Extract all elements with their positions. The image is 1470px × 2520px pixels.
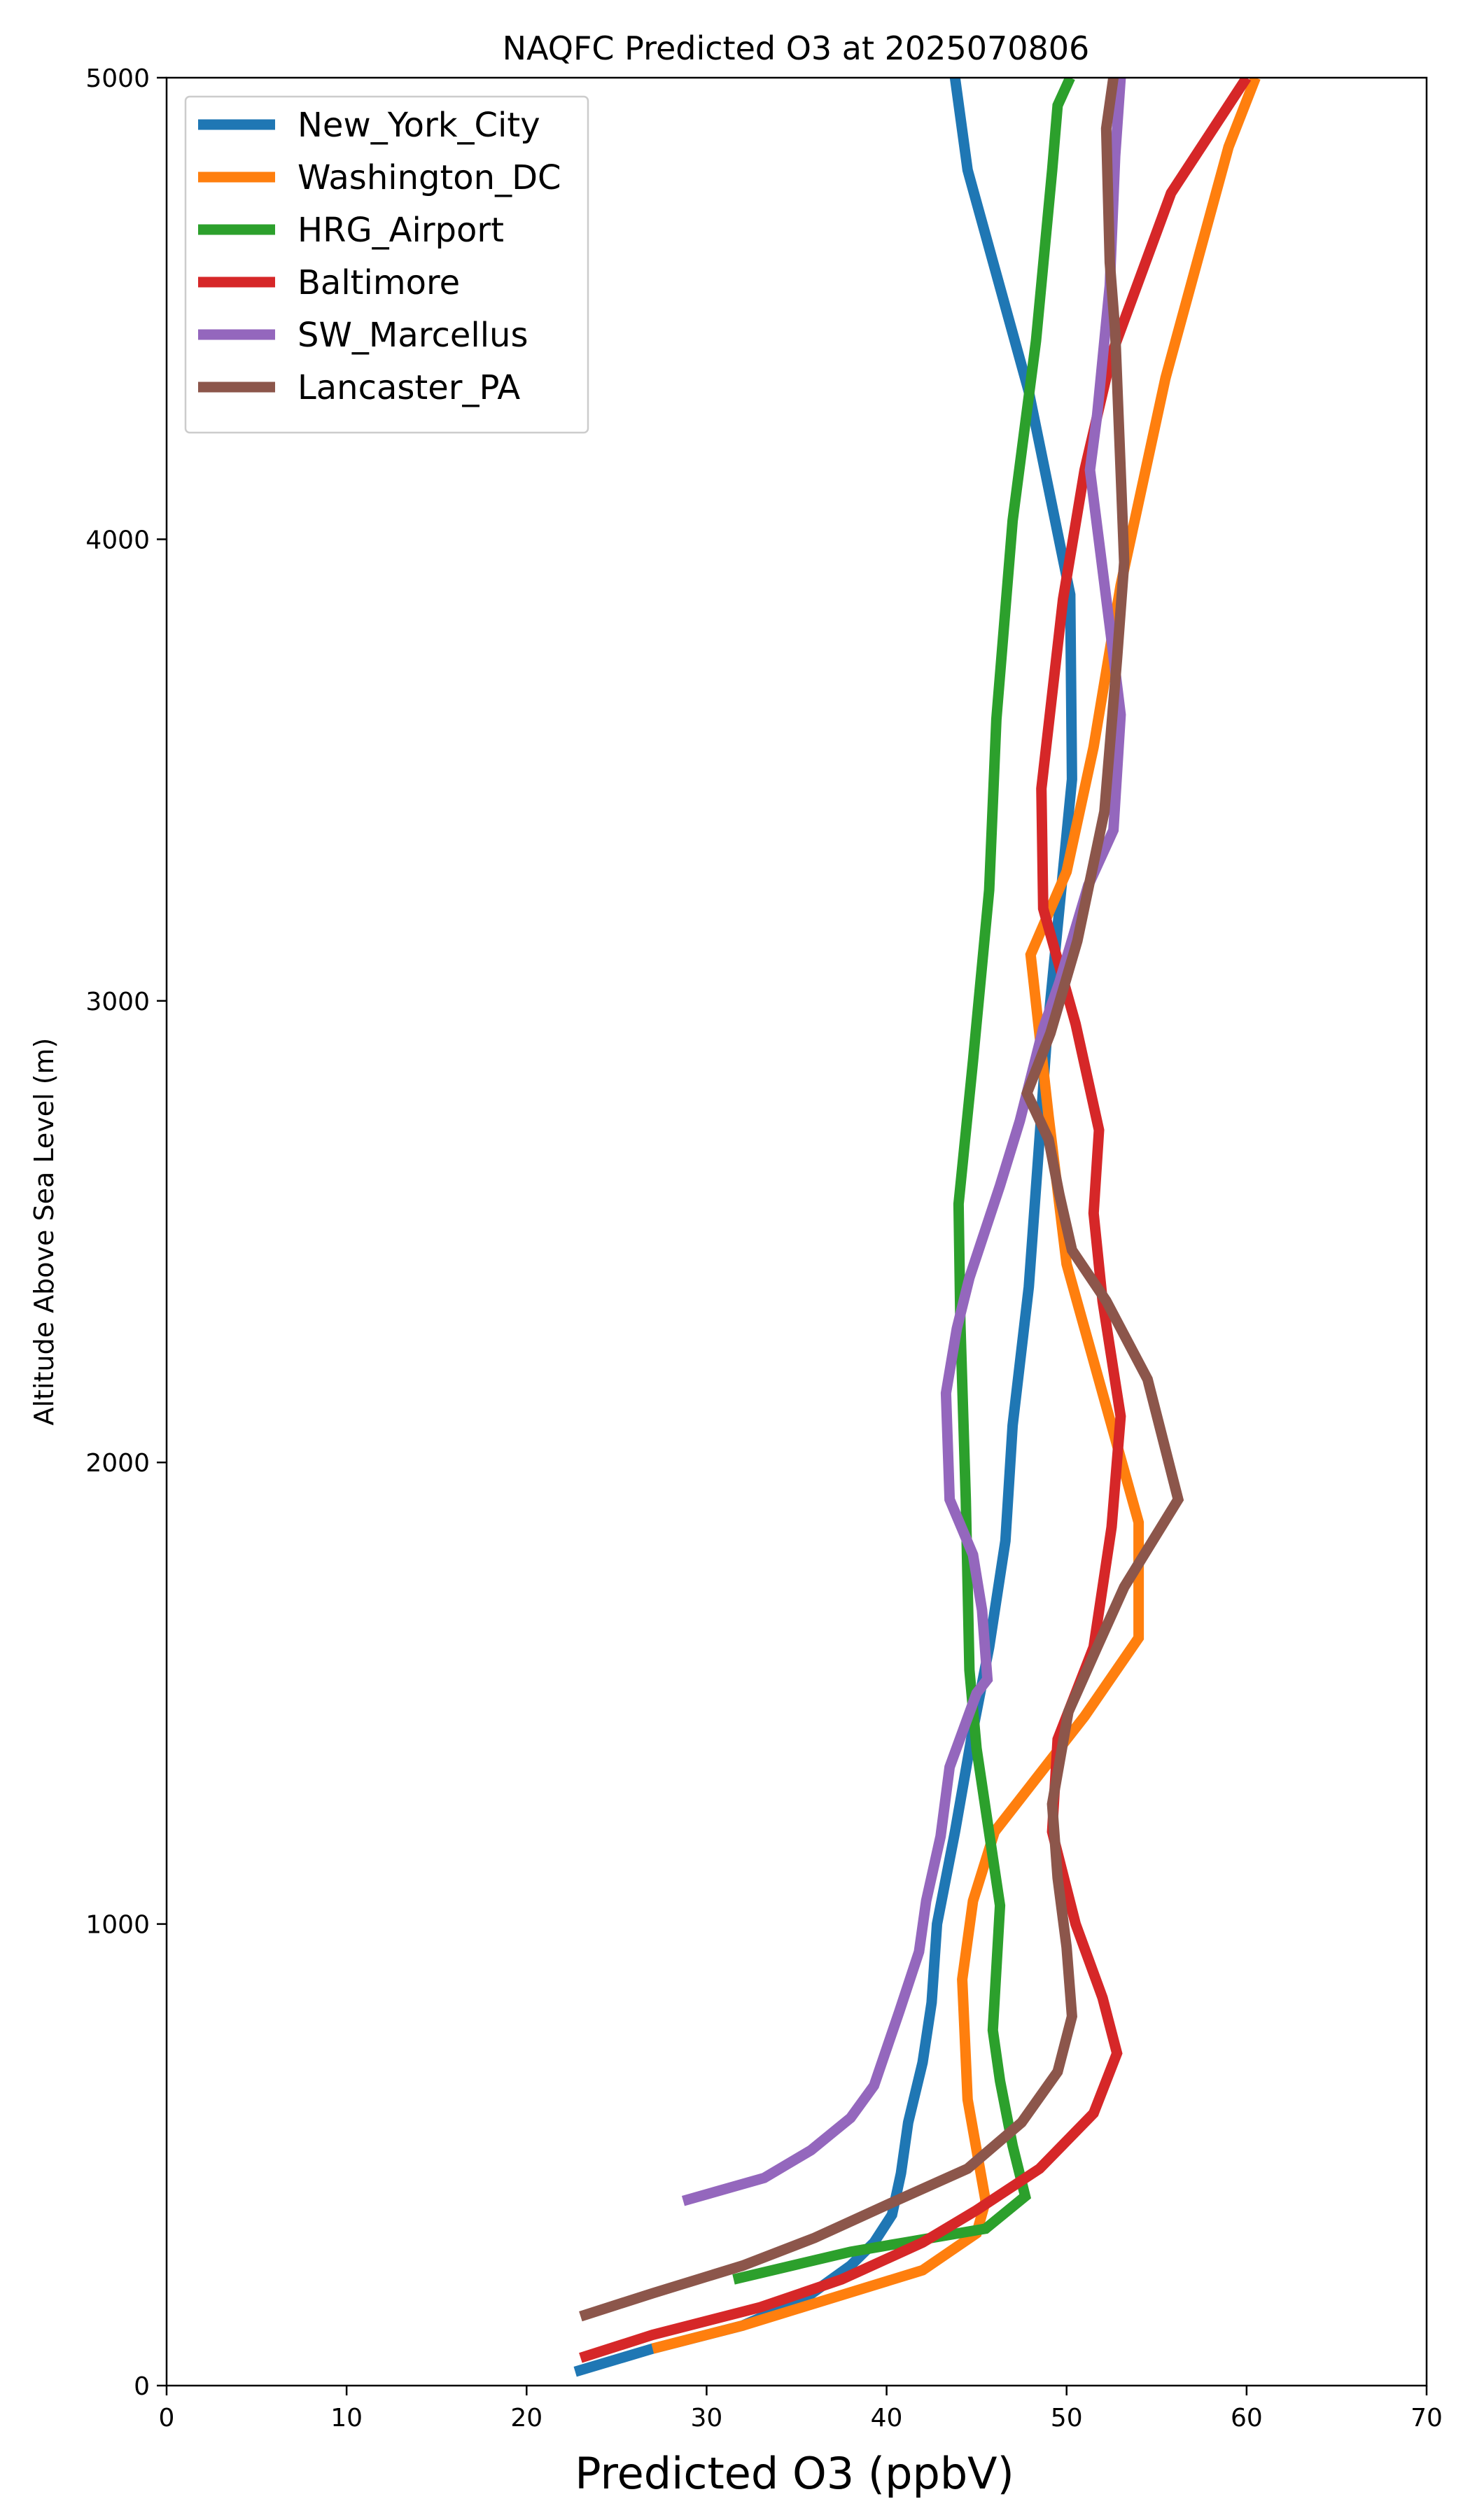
legend-label: SW_Marcellus <box>298 316 528 355</box>
chart-title: NAQFC Predicted O3 at 2025070806 <box>503 29 1090 67</box>
y-tick-label: 2000 <box>85 1449 150 1478</box>
legend-box <box>184 95 589 434</box>
legend-entry: Lancaster_PA <box>198 368 520 407</box>
y-tick-label: 0 <box>134 2372 150 2401</box>
x-tick-label: 0 <box>159 2404 175 2432</box>
series-line-sw-marcellus <box>681 78 1126 2206</box>
legend-entry: New_York_City <box>198 106 540 145</box>
legend-label: Lancaster_PA <box>298 368 520 407</box>
legend: New_York_City Washington_DC HRG_Airport Bal… <box>184 95 589 434</box>
x-tick-label: 50 <box>1051 2404 1083 2432</box>
series-line-hrg-airport <box>732 78 1075 2285</box>
series-line-baltimore <box>579 78 1252 2363</box>
x-tick-label: 60 <box>1231 2404 1263 2432</box>
x-tick-label: 10 <box>330 2404 363 2432</box>
x-tick-label: 40 <box>871 2404 903 2432</box>
y-axis-label: Altitude Above Sea Level (m) <box>29 1038 59 1426</box>
legend-entry: Baltimore <box>198 263 460 302</box>
series-layer <box>573 78 1261 2377</box>
y-axis-ticks: 0 1000 2000 3000 4000 5000 <box>85 64 167 2401</box>
x-axis-label: Predicted O3 (ppbV) <box>575 2448 1014 2499</box>
x-axis-ticks: 0 10 20 30 40 50 60 70 <box>159 2386 1443 2432</box>
y-tick-label: 1000 <box>85 1911 150 1940</box>
legend-label: Washington_DC <box>298 158 561 197</box>
plot-frame <box>165 76 1428 2387</box>
y-tick-label: 5000 <box>85 64 150 93</box>
legend-label: Baltimore <box>298 263 460 302</box>
y-tick-label: 3000 <box>85 988 150 1016</box>
x-tick-label: 20 <box>510 2404 542 2432</box>
axes <box>165 76 1428 2387</box>
legend-label: HRG_Airport <box>298 211 504 250</box>
legend-entry: HRG_Airport <box>198 211 504 250</box>
series-line-new-york-city <box>573 78 1077 2377</box>
x-tick-label: 70 <box>1410 2404 1443 2432</box>
series-line-washington-dc <box>651 78 1261 2354</box>
legend-entry: Washington_DC <box>198 158 561 197</box>
y-tick-label: 4000 <box>85 526 150 554</box>
legend-label: New_York_City <box>298 106 540 145</box>
series-line-lancaster-pa <box>579 78 1184 2322</box>
legend-entry: SW_Marcellus <box>198 316 528 355</box>
x-tick-label: 30 <box>691 2404 723 2432</box>
